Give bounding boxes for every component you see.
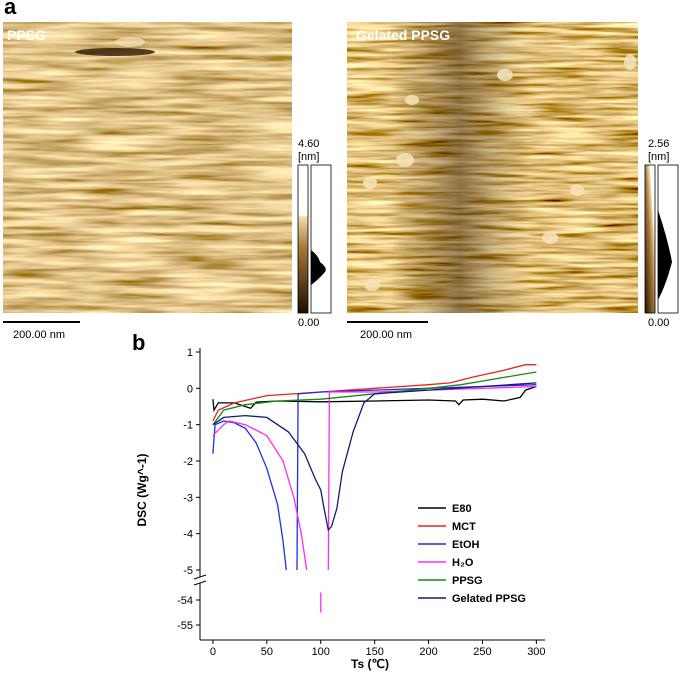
- panel-label: b: [132, 330, 145, 355]
- histogram-box: [310, 164, 332, 314]
- x-axis-title: Ts (℃): [351, 657, 389, 671]
- afm-image: [3, 22, 292, 313]
- legend-label: MCT: [452, 521, 476, 533]
- scale-min: 0.00: [298, 317, 319, 329]
- legend-label: EtOH: [452, 539, 480, 551]
- y-tick-label: 0: [187, 383, 193, 395]
- y-tick-label: -5: [183, 565, 193, 577]
- image-title: PPSG: [7, 27, 46, 43]
- scale-min: 0.00: [648, 317, 669, 329]
- scale-unit: [nm]: [648, 151, 669, 163]
- legend-label: E80: [452, 503, 472, 515]
- legend-label: Gelated PPSG: [452, 593, 526, 605]
- panel-label: a: [4, 0, 17, 19]
- histogram: [658, 210, 672, 300]
- legend-label: H₂O: [452, 557, 474, 569]
- series-line: [212, 371, 537, 426]
- scale-bar-label: 200.00 nm: [13, 329, 65, 341]
- afm-features: [363, 54, 636, 291]
- y-tick-label: -2: [183, 456, 193, 468]
- axis-break: [193, 574, 207, 586]
- legend-label: PPSG: [452, 575, 483, 587]
- afm-feature: [75, 48, 155, 56]
- scale-max: 4.60: [298, 138, 319, 150]
- x-tick-label: 50: [261, 646, 273, 658]
- series-line: [212, 382, 537, 532]
- y-tick-label: -54: [177, 595, 193, 607]
- x-tick-label: 150: [365, 646, 383, 658]
- x-tick-label: 0: [210, 646, 216, 658]
- x-tick-label: 100: [312, 646, 330, 658]
- series-line: [212, 384, 537, 571]
- x-tick-label: 300: [527, 646, 545, 658]
- series-line: [212, 364, 537, 422]
- afm-band: [390, 22, 530, 313]
- color-bar: [644, 164, 656, 314]
- scale-unit: [nm]: [298, 151, 319, 163]
- x-tick-label: 200: [419, 646, 437, 658]
- y-tick-label: 1: [187, 347, 193, 359]
- y-tick-label: -1: [183, 420, 193, 432]
- scale-max: 2.56: [648, 138, 669, 150]
- series-line: [212, 385, 537, 613]
- y-tick-label: -4: [183, 529, 193, 541]
- afm-feature: [115, 37, 145, 47]
- y-axis-title: DSC (Wg^-1): [135, 454, 149, 527]
- color-bar: [297, 164, 309, 314]
- y-tick-label: -3: [183, 492, 193, 504]
- y-tick-label: -55: [177, 620, 193, 632]
- image-title: Gelated PPSG: [356, 27, 450, 43]
- scale-bar-label: 200.00 nm: [360, 329, 412, 341]
- histogram: [311, 250, 326, 285]
- x-tick-label: 250: [473, 646, 491, 658]
